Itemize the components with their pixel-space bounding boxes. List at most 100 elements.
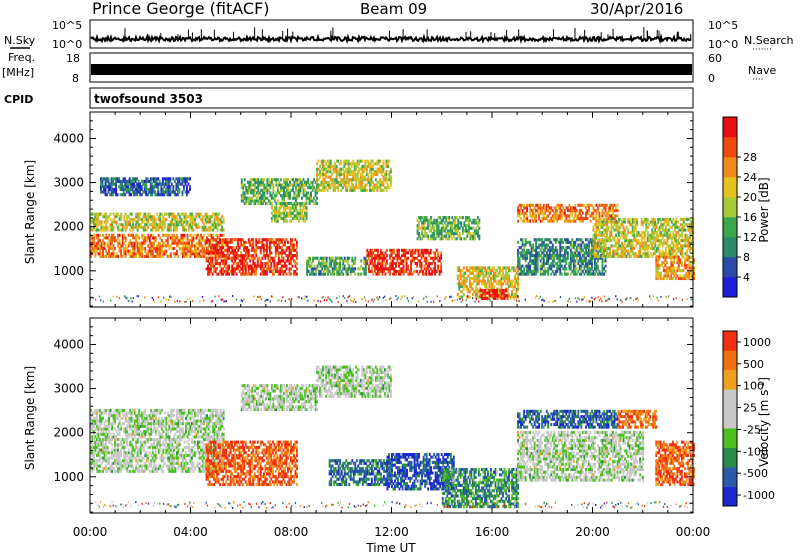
echo-cell [350, 186, 353, 190]
echo-cell [127, 182, 130, 186]
echo-cell [213, 223, 216, 227]
echo-cell [470, 221, 473, 225]
echo-cell [169, 252, 172, 256]
echo-cell [208, 243, 211, 247]
echo-cell [425, 262, 428, 266]
echo-cell [560, 240, 563, 244]
echo-cell [242, 186, 245, 190]
echo-cell [630, 244, 633, 248]
echo-cell [417, 254, 420, 258]
echo-cell [253, 272, 256, 276]
echo-cell [177, 254, 180, 258]
echo-cell [458, 234, 461, 238]
echo-cell [566, 256, 569, 260]
echo-cell [115, 239, 118, 243]
echo-cell [384, 178, 386, 182]
echo-cell [304, 203, 307, 207]
echo-cell [240, 186, 243, 190]
echo-cell [600, 217, 602, 221]
echo-cell [379, 178, 382, 182]
echo-cell [379, 262, 382, 266]
echo-cell [265, 243, 268, 247]
echo-cell [296, 188, 299, 192]
echo-cell [541, 243, 544, 247]
echo-cell [433, 226, 436, 230]
echo-cell [536, 269, 539, 273]
echo-cell [355, 180, 358, 184]
echo-cell [477, 271, 480, 275]
echo-cell [204, 241, 207, 245]
echo-cell [148, 179, 151, 183]
echo-cell [594, 259, 596, 263]
echo-cell [344, 186, 347, 190]
echo-cell [225, 238, 228, 242]
echo-cell [468, 282, 471, 286]
echo-cell [485, 284, 488, 288]
echo-cell [404, 256, 407, 260]
echo-cell [287, 246, 289, 250]
echo-cell [344, 178, 347, 182]
echo-cell [128, 190, 131, 194]
echo-cell [616, 209, 619, 213]
echo-cell [517, 256, 520, 260]
echo-cell [130, 212, 133, 216]
echo-cell [127, 185, 130, 189]
echo-cell [322, 180, 325, 184]
echo-cell [244, 259, 247, 263]
echo-cell [261, 256, 264, 260]
echo-cell [142, 247, 145, 251]
echo-cell [340, 256, 343, 260]
echo-cell [94, 223, 97, 227]
echo-cell [512, 292, 515, 296]
echo-cell [371, 164, 374, 168]
echo-cell [128, 182, 131, 186]
echo-cell [154, 225, 157, 229]
echo-cell [583, 254, 586, 258]
echo-cell [613, 220, 616, 224]
echo-cell [604, 244, 607, 248]
echo-cell [539, 269, 542, 273]
echo-cell [168, 223, 171, 227]
echo-cell [111, 241, 114, 245]
echo-cell [482, 279, 485, 283]
echo-cell [110, 190, 113, 194]
echo-cell [183, 185, 185, 189]
echo-cell [123, 247, 126, 251]
echo-cell [172, 247, 175, 251]
echo-cell [591, 272, 593, 276]
echo-cell [640, 247, 643, 251]
echo-cell [96, 244, 98, 248]
echo-cell [527, 203, 530, 207]
echo-cell [310, 269, 313, 273]
echo-cell [184, 177, 187, 181]
echo-cell [595, 233, 598, 237]
echo-cell [615, 244, 618, 248]
echo-cell [207, 264, 210, 268]
echo-cell [96, 223, 98, 227]
echo-cell [443, 229, 446, 233]
echo-cell [416, 218, 419, 222]
echo-cell [364, 162, 367, 166]
echo-cell [568, 219, 571, 223]
echo-cell [524, 254, 527, 258]
echo-cell [198, 239, 201, 243]
echo-cell [319, 172, 322, 176]
echo-cell [213, 251, 216, 255]
echo-cell [610, 214, 613, 218]
echo-cell [428, 229, 431, 233]
echo-cell [595, 254, 598, 258]
echo-cell [639, 244, 642, 248]
echo-cell [288, 269, 291, 273]
echo-cell [296, 243, 298, 247]
echo-cell [278, 191, 281, 195]
echo-cell [493, 291, 495, 295]
echo-cell [473, 274, 476, 278]
echo-cell [223, 262, 226, 266]
echo-cell [259, 264, 262, 268]
echo-cell [349, 269, 352, 273]
echo-cell [497, 279, 500, 283]
echo-cell [649, 239, 652, 243]
echo-cell [451, 221, 454, 225]
echo-cell [361, 267, 364, 271]
echo-cell [402, 264, 405, 268]
